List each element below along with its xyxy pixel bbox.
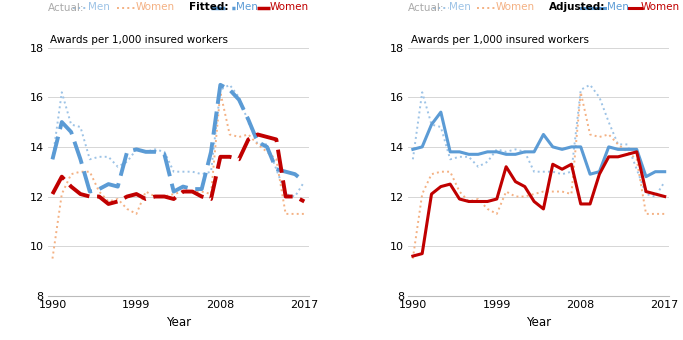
Text: Fitted:: Fitted:: [189, 2, 228, 12]
Text: Men: Men: [88, 2, 110, 12]
Text: Women: Women: [641, 2, 680, 12]
Text: Adjusted:: Adjusted:: [549, 2, 606, 12]
X-axis label: Year: Year: [526, 316, 551, 328]
X-axis label: Year: Year: [166, 316, 191, 328]
Text: Women: Women: [496, 2, 535, 12]
Text: Men: Men: [607, 2, 628, 12]
Text: Actual:: Actual:: [48, 3, 84, 13]
Text: Awards per 1,000 insured workers: Awards per 1,000 insured workers: [51, 35, 228, 45]
Text: Actual:: Actual:: [408, 3, 445, 13]
Text: Men: Men: [449, 2, 471, 12]
Text: Awards per 1,000 insured workers: Awards per 1,000 insured workers: [410, 35, 589, 45]
Text: Men: Men: [236, 2, 257, 12]
Text: Women: Women: [135, 2, 174, 12]
Text: Women: Women: [270, 2, 309, 12]
